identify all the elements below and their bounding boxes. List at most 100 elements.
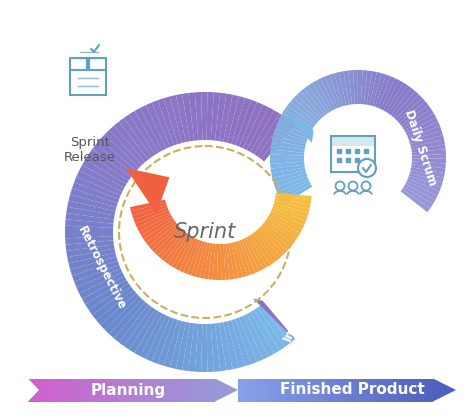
Wedge shape	[279, 181, 311, 201]
Wedge shape	[129, 111, 159, 155]
Wedge shape	[211, 324, 220, 372]
Wedge shape	[282, 109, 313, 131]
Wedge shape	[411, 164, 446, 173]
Wedge shape	[65, 219, 113, 228]
Wedge shape	[66, 244, 115, 257]
Wedge shape	[274, 198, 310, 209]
Polygon shape	[65, 379, 70, 402]
Wedge shape	[273, 131, 307, 144]
Wedge shape	[254, 308, 285, 350]
Wedge shape	[250, 310, 280, 354]
Wedge shape	[215, 323, 227, 371]
Wedge shape	[248, 235, 271, 267]
Polygon shape	[419, 379, 423, 402]
Wedge shape	[135, 108, 163, 153]
Wedge shape	[375, 75, 391, 108]
Polygon shape	[326, 379, 331, 402]
Wedge shape	[250, 110, 280, 154]
Wedge shape	[407, 178, 439, 196]
Wedge shape	[266, 218, 298, 241]
Wedge shape	[410, 170, 444, 183]
Wedge shape	[285, 106, 315, 128]
Polygon shape	[360, 379, 365, 402]
Polygon shape	[75, 379, 80, 402]
Polygon shape	[117, 379, 121, 402]
Wedge shape	[308, 83, 330, 113]
Wedge shape	[373, 73, 386, 107]
Polygon shape	[47, 379, 51, 402]
Polygon shape	[379, 379, 384, 402]
Wedge shape	[239, 240, 255, 274]
Polygon shape	[150, 379, 154, 402]
Wedge shape	[74, 265, 120, 288]
Wedge shape	[316, 78, 335, 111]
Wedge shape	[239, 102, 263, 148]
Polygon shape	[257, 379, 263, 402]
Wedge shape	[270, 211, 304, 229]
Wedge shape	[273, 171, 306, 183]
Polygon shape	[136, 379, 140, 402]
Wedge shape	[408, 176, 441, 191]
Wedge shape	[274, 126, 308, 141]
Wedge shape	[411, 161, 446, 168]
Wedge shape	[79, 165, 124, 192]
Wedge shape	[176, 94, 190, 142]
Wedge shape	[395, 94, 422, 121]
Wedge shape	[140, 105, 166, 151]
Wedge shape	[243, 314, 269, 359]
Wedge shape	[89, 149, 131, 181]
Wedge shape	[409, 131, 443, 144]
Wedge shape	[200, 243, 210, 279]
Wedge shape	[403, 109, 434, 131]
Polygon shape	[103, 379, 108, 402]
Wedge shape	[221, 244, 226, 280]
Wedge shape	[134, 207, 168, 224]
Bar	[331, 136, 375, 172]
Polygon shape	[182, 379, 187, 402]
Wedge shape	[66, 207, 115, 219]
Polygon shape	[61, 379, 65, 402]
Wedge shape	[264, 220, 295, 244]
Wedge shape	[272, 206, 307, 221]
Wedge shape	[281, 184, 312, 205]
Polygon shape	[173, 379, 178, 402]
Wedge shape	[67, 201, 115, 216]
Wedge shape	[270, 145, 305, 153]
Circle shape	[358, 159, 376, 177]
Wedge shape	[207, 324, 214, 372]
Polygon shape	[210, 379, 215, 402]
Wedge shape	[272, 168, 305, 178]
Wedge shape	[253, 231, 278, 262]
Wedge shape	[82, 159, 126, 188]
Text: Sprint: Sprint	[174, 222, 236, 242]
Polygon shape	[215, 379, 238, 402]
Wedge shape	[393, 91, 419, 119]
Polygon shape	[277, 379, 282, 402]
Wedge shape	[391, 88, 415, 117]
Wedge shape	[219, 94, 233, 142]
Wedge shape	[325, 75, 340, 108]
Polygon shape	[238, 379, 243, 402]
Wedge shape	[114, 122, 148, 162]
Wedge shape	[140, 314, 166, 359]
Wedge shape	[82, 276, 126, 304]
Wedge shape	[271, 140, 305, 150]
Wedge shape	[235, 317, 257, 364]
Polygon shape	[340, 379, 345, 402]
Wedge shape	[406, 117, 438, 136]
Wedge shape	[183, 239, 200, 274]
Bar	[70, 70, 106, 95]
Polygon shape	[168, 379, 173, 402]
Wedge shape	[146, 315, 170, 362]
Wedge shape	[339, 71, 349, 106]
Polygon shape	[350, 379, 355, 402]
Polygon shape	[399, 379, 404, 402]
Text: Implementation: Implementation	[281, 241, 333, 343]
Wedge shape	[176, 322, 190, 370]
Wedge shape	[270, 162, 304, 169]
Polygon shape	[365, 379, 370, 402]
Wedge shape	[223, 95, 239, 143]
Wedge shape	[329, 73, 343, 107]
Wedge shape	[208, 244, 216, 280]
Polygon shape	[56, 379, 61, 402]
